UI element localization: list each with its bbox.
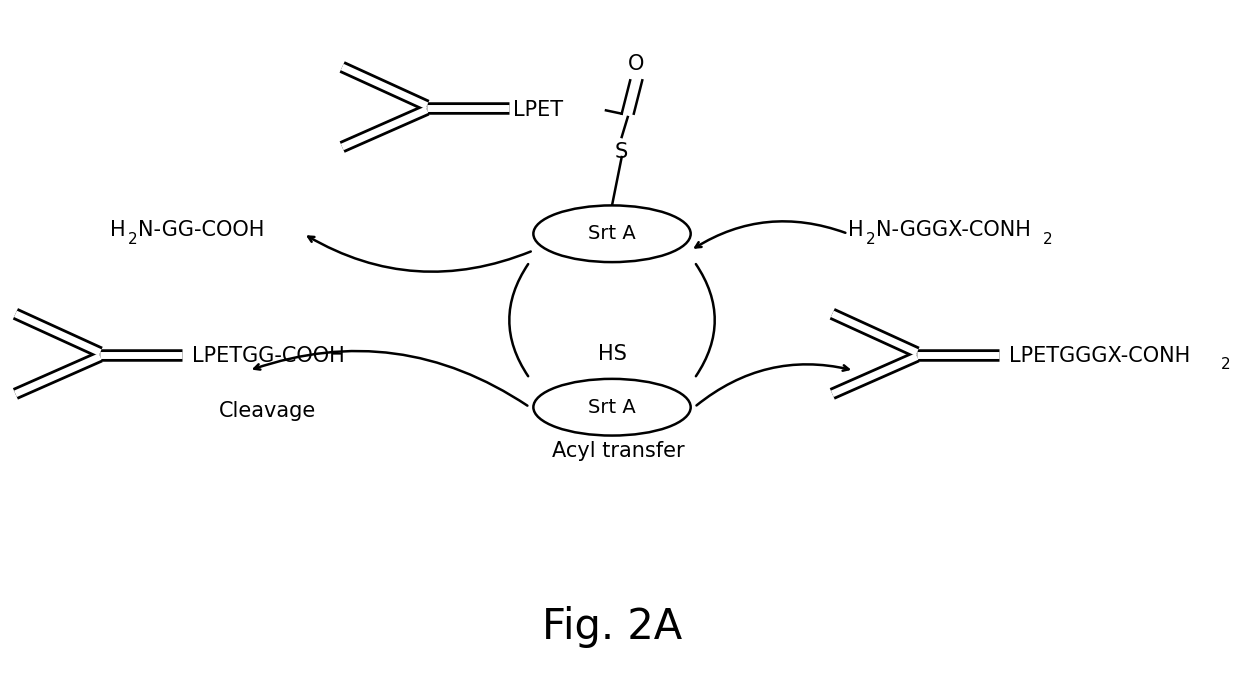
Text: Cleavage: Cleavage bbox=[218, 400, 316, 421]
Text: H: H bbox=[110, 221, 125, 240]
Ellipse shape bbox=[533, 206, 691, 262]
Text: Srt A: Srt A bbox=[588, 398, 636, 417]
Text: Srt A: Srt A bbox=[588, 224, 636, 243]
Text: H: H bbox=[848, 221, 863, 240]
Text: S: S bbox=[615, 142, 629, 162]
Text: 2: 2 bbox=[1043, 232, 1053, 247]
Text: O: O bbox=[627, 54, 645, 74]
Text: HS: HS bbox=[598, 344, 626, 364]
Ellipse shape bbox=[533, 379, 691, 436]
Text: LPETGGGX-CONH: LPETGGGX-CONH bbox=[1009, 346, 1190, 366]
Text: Acyl transfer: Acyl transfer bbox=[552, 441, 684, 460]
Text: 2: 2 bbox=[1220, 357, 1230, 372]
Text: N-GGGX-CONH: N-GGGX-CONH bbox=[875, 221, 1030, 240]
Text: Fig. 2A: Fig. 2A bbox=[542, 606, 682, 648]
Text: 2: 2 bbox=[867, 232, 875, 247]
Text: N-GG-COOH: N-GG-COOH bbox=[138, 221, 264, 240]
Text: 2: 2 bbox=[128, 232, 138, 247]
Text: LPETGG-COOH: LPETGG-COOH bbox=[192, 346, 345, 366]
Text: LPET: LPET bbox=[513, 100, 563, 121]
